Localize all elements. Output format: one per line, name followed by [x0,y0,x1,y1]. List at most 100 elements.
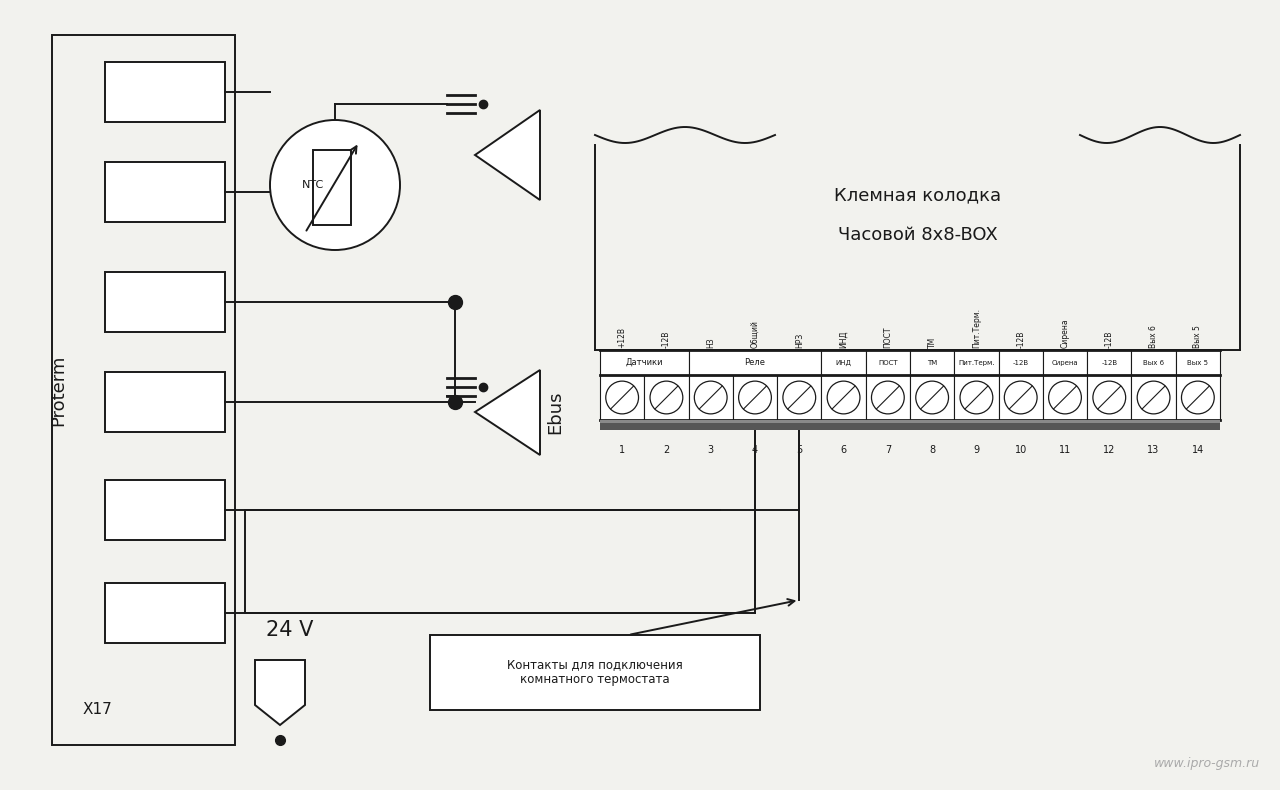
Text: -12В: -12В [1012,359,1029,366]
Circle shape [1137,381,1170,414]
Text: Вых 6: Вых 6 [1143,359,1164,366]
Circle shape [1048,381,1082,414]
Bar [600,420,1220,423]
Text: Сирена: Сирена [1052,359,1078,366]
Text: Датчики: Датчики [626,358,663,367]
Text: 8: 8 [929,445,936,455]
Circle shape [1005,381,1037,414]
Bar [689,375,733,420]
Text: www.ipro-gsm.ru: www.ipro-gsm.ru [1153,757,1260,770]
Text: 24 V: 24 V [266,620,314,640]
Bar [910,350,955,375]
Circle shape [605,381,639,414]
Bar [105,62,225,122]
Bar [1132,350,1176,375]
Text: Вых 5: Вых 5 [1193,325,1202,348]
Circle shape [1093,381,1125,414]
Bar [1132,375,1176,420]
Bar [955,350,998,375]
Text: 14: 14 [1192,445,1204,455]
Bar [600,350,689,375]
Circle shape [960,381,993,414]
Text: НРЗ: НРЗ [795,333,804,348]
Text: Контакты для подключения
комнатного термостата: Контакты для подключения комнатного терм… [507,659,682,687]
Bar [430,635,760,710]
Bar [998,375,1043,420]
Text: НЗ: НЗ [707,337,716,348]
Text: +12В: +12В [618,327,627,348]
Text: -12В: -12В [1016,331,1025,348]
Circle shape [270,120,399,250]
Text: ТМ: ТМ [928,337,937,348]
Bar [105,162,225,222]
Bar [105,372,225,432]
Text: Proterm: Proterm [49,354,67,426]
Text: 3: 3 [708,445,714,455]
Text: ИНД: ИНД [836,359,851,366]
Bar [644,375,689,420]
Text: 6: 6 [841,445,846,455]
Bar [1176,375,1220,420]
Bar [1087,350,1132,375]
Bar [910,375,955,420]
Bar [600,375,644,420]
Text: Ebus: Ebus [547,390,564,434]
Bar [105,272,225,332]
Bar [600,420,1220,430]
Text: Вых 6: Вых 6 [1149,325,1158,348]
Circle shape [783,381,815,414]
Text: 13: 13 [1147,445,1160,455]
Bar [52,35,236,745]
Polygon shape [475,370,540,455]
Circle shape [694,381,727,414]
Bar [1043,350,1087,375]
Text: ТМ: ТМ [927,359,937,366]
Text: X17: X17 [82,702,111,717]
Bar [955,375,998,420]
Bar [1176,350,1220,375]
Text: 9: 9 [973,445,979,455]
Text: Пит.Терм.: Пит.Терм. [959,359,995,366]
Bar [105,480,225,540]
Text: NTC: NTC [302,180,324,190]
Bar [865,375,910,420]
Text: Сирена: Сирена [1061,318,1070,348]
Polygon shape [475,110,540,200]
Text: 7: 7 [884,445,891,455]
Text: Вых 5: Вых 5 [1188,359,1208,366]
Text: -12В: -12В [1101,359,1117,366]
Text: -12В: -12В [1105,331,1114,348]
Bar [314,150,351,225]
Text: Пит.Терм.: Пит.Терм. [972,308,980,348]
Bar [998,350,1043,375]
Circle shape [827,381,860,414]
Text: 12: 12 [1103,445,1115,455]
Text: ПОСТ: ПОСТ [878,359,897,366]
Text: Общий: Общий [750,320,759,348]
Text: ИНД: ИНД [840,330,849,348]
Text: 2: 2 [663,445,669,455]
Bar [865,350,910,375]
Polygon shape [255,660,305,725]
Bar [822,375,865,420]
Text: ПОСТ: ПОСТ [883,326,892,348]
Text: 10: 10 [1015,445,1027,455]
Circle shape [1181,381,1215,414]
Text: Часовой 8х8-BOX: Часовой 8х8-BOX [837,226,997,244]
Text: -12В: -12В [662,331,671,348]
Circle shape [915,381,948,414]
Text: 11: 11 [1059,445,1071,455]
Text: 4: 4 [751,445,758,455]
Bar [689,350,822,375]
Text: Клемная колодка: Клемная колодка [835,186,1001,204]
Text: 1: 1 [620,445,625,455]
Bar [1087,375,1132,420]
Circle shape [872,381,904,414]
Circle shape [650,381,682,414]
Text: Реле: Реле [745,358,765,367]
Text: 5: 5 [796,445,803,455]
Bar [822,350,865,375]
Circle shape [739,381,772,414]
Bar [105,583,225,643]
Bar [777,375,822,420]
